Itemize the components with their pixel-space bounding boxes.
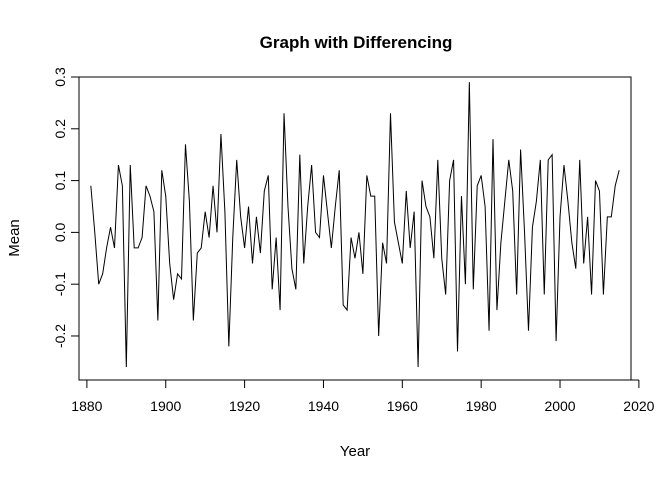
series-line: [90, 82, 620, 368]
y-tick-label: 0.2: [52, 119, 68, 139]
x-tick-label: 1880: [71, 398, 102, 414]
x-tick-label: 1980: [466, 398, 497, 414]
y-tick-label: -0.2: [52, 324, 68, 348]
y-tick-label: 0.1: [52, 171, 68, 191]
y-tick-label: -0.1: [52, 272, 68, 296]
plot-frame: [78, 76, 632, 381]
y-tick-label: 0.3: [52, 67, 68, 87]
y-axis: -0.2 -0.1 0.0 0.1 0.2 0.3: [52, 67, 80, 348]
y-tick-label: 0.0: [52, 222, 68, 242]
x-tick-label: 1920: [229, 398, 260, 414]
chart-title: Graph with Differencing: [260, 33, 453, 52]
y-axis-label: Mean: [6, 219, 23, 257]
x-axis: 1880 1900 1920 1940 1960 1980 2000 2020: [71, 379, 655, 414]
x-tick-label: 1940: [308, 398, 339, 414]
x-axis-label: Year: [340, 443, 370, 460]
x-tick-label: 2020: [623, 398, 654, 414]
x-tick-label: 2000: [544, 398, 575, 414]
x-tick-label: 1960: [387, 398, 418, 414]
x-tick-label: 1900: [150, 398, 181, 414]
